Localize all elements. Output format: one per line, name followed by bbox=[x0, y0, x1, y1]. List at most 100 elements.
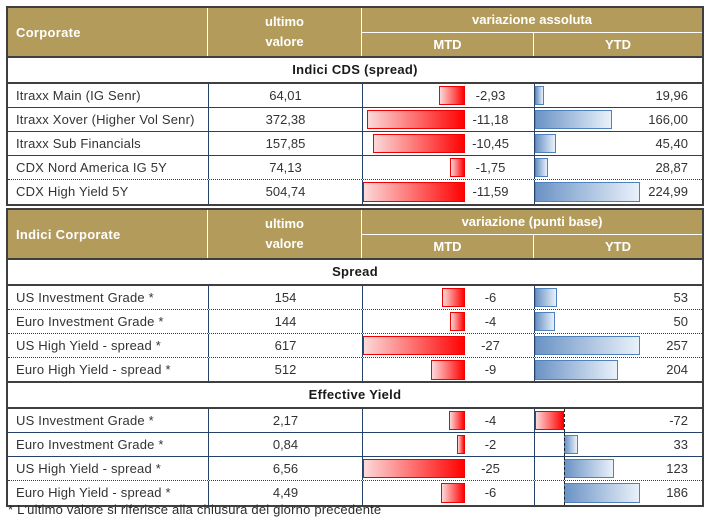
ytd-value: 19,96 bbox=[655, 88, 688, 103]
databar-axis bbox=[564, 433, 566, 456]
ytd-databar bbox=[535, 158, 640, 177]
row-label: US Investment Grade * bbox=[16, 290, 154, 305]
valore-label: valore bbox=[265, 34, 304, 49]
column-header-ultimo-valore: ultimo valore bbox=[208, 8, 362, 56]
ytd-cell: 50 bbox=[534, 310, 702, 333]
mtd-databar bbox=[363, 158, 465, 177]
indici-corporate-header: Indici Corporate ultimo valore variazion… bbox=[8, 210, 702, 260]
column-header-ytd: YTD bbox=[605, 239, 631, 254]
ytd-value: 28,87 bbox=[655, 160, 688, 175]
mtd-value: -25 bbox=[481, 461, 500, 476]
ytd-databar bbox=[535, 457, 640, 480]
table-row: CDX High Yield 5Y 504,74 -11,59 224,99 bbox=[8, 180, 702, 204]
row-label: Euro Investment Grade * bbox=[16, 314, 164, 329]
variazione-punti-base-label: variazione (punti base) bbox=[362, 210, 702, 235]
valore-label: valore bbox=[265, 236, 304, 251]
mtd-cell: -2 bbox=[362, 433, 534, 456]
mtd-value: -6 bbox=[484, 290, 497, 305]
table-row: CDX Nord America IG 5Y 74,13 -1,75 28,87 bbox=[8, 156, 702, 180]
ultimo-label: ultimo bbox=[265, 216, 304, 231]
indici-corporate-table: Indici Corporate ultimo valore variazion… bbox=[6, 208, 704, 507]
ytd-cell: 53 bbox=[534, 286, 702, 309]
ytd-databar bbox=[535, 312, 640, 331]
row-label: Euro High Yield - spread * bbox=[16, 485, 171, 500]
row-value: 154 bbox=[208, 286, 362, 309]
ytd-databar bbox=[535, 336, 640, 355]
row-label: Itraxx Main (IG Senr) bbox=[16, 88, 141, 103]
row-value: 6,56 bbox=[208, 457, 362, 480]
negative-databar bbox=[373, 134, 465, 153]
positive-databar bbox=[535, 134, 557, 153]
databar-axis bbox=[564, 457, 566, 480]
table-row: Euro High Yield - spread * 4,49 -6 186 bbox=[8, 481, 702, 505]
variazione-group-header: variazione (punti base) MTD YTD bbox=[362, 210, 702, 258]
table-row: US High Yield - spread * 6,56 -25 123 bbox=[8, 457, 702, 481]
negative-databar bbox=[535, 411, 565, 430]
ytd-cell: 204 bbox=[534, 358, 702, 382]
mtd-databar bbox=[363, 483, 465, 503]
mtd-databar bbox=[363, 336, 465, 355]
mtd-databar bbox=[363, 360, 465, 380]
mtd-value: -6 bbox=[484, 485, 497, 500]
mtd-databar bbox=[363, 459, 465, 478]
mtd-cell: -11,59 bbox=[362, 180, 534, 204]
column-header-mtd: MTD bbox=[362, 33, 534, 56]
ytd-cell: 166,00 bbox=[534, 108, 702, 131]
cds-table-header: Corporate ultimo valore variazione assol… bbox=[8, 8, 702, 58]
negative-databar bbox=[363, 182, 465, 202]
negative-databar bbox=[363, 459, 465, 478]
mtd-cell: -4 bbox=[362, 310, 534, 333]
row-value: 372,38 bbox=[208, 108, 362, 131]
ytd-cell: -72 bbox=[534, 409, 702, 432]
table-row: Itraxx Sub Financials 157,85 -10,45 45,4… bbox=[8, 132, 702, 156]
ytd-cell: 257 bbox=[534, 334, 702, 357]
positive-databar bbox=[564, 459, 615, 478]
mtd-value: -9 bbox=[484, 362, 497, 377]
table-row: Itraxx Xover (Higher Vol Senr) 372,38 -1… bbox=[8, 108, 702, 132]
mtd-cell: -6 bbox=[362, 481, 534, 505]
row-label: Euro Investment Grade * bbox=[16, 437, 164, 452]
ytd-value: 224,99 bbox=[648, 184, 688, 199]
table-row: US Investment Grade * 2,17 -4 -72 bbox=[8, 409, 702, 433]
mtd-value: -1,75 bbox=[475, 160, 506, 175]
mtd-cell: -11,18 bbox=[362, 108, 534, 131]
databar-axis bbox=[564, 481, 566, 505]
row-label: US Investment Grade * bbox=[16, 413, 154, 428]
negative-databar bbox=[431, 360, 465, 380]
variazione-group-header: variazione assoluta MTD YTD bbox=[362, 8, 702, 56]
ytd-value: 50 bbox=[673, 314, 688, 329]
ytd-databar bbox=[535, 360, 640, 380]
mtd-databar bbox=[363, 134, 465, 153]
ytd-value: 33 bbox=[673, 437, 688, 452]
footnote: * L'ultimo valore si riferisce alla chiu… bbox=[8, 502, 382, 517]
row-label: US High Yield - spread * bbox=[16, 461, 161, 476]
ytd-value: 123 bbox=[666, 461, 688, 476]
ytd-databar bbox=[535, 86, 640, 105]
mtd-cell: -2,93 bbox=[362, 84, 534, 107]
mtd-databar bbox=[363, 411, 465, 430]
row-label: US High Yield - spread * bbox=[16, 338, 161, 353]
row-value: 157,85 bbox=[208, 132, 362, 155]
column-header-ytd: YTD bbox=[605, 37, 631, 52]
mtd-databar bbox=[363, 86, 465, 105]
positive-databar bbox=[535, 110, 613, 129]
mtd-value: -4 bbox=[484, 314, 497, 329]
ytd-cell: 123 bbox=[534, 457, 702, 480]
mtd-value: -10,45 bbox=[472, 136, 509, 151]
section-title-effective-yield: Effective Yield bbox=[8, 381, 702, 409]
row-value: 2,17 bbox=[208, 409, 362, 432]
ytd-cell: 186 bbox=[534, 481, 702, 505]
row-value: 512 bbox=[208, 358, 362, 382]
ytd-value: 166,00 bbox=[648, 112, 688, 127]
table-row: US High Yield - spread * 617 -27 257 bbox=[8, 334, 702, 358]
row-value: 0,84 bbox=[208, 433, 362, 456]
negative-databar bbox=[366, 110, 465, 129]
ytd-value: 257 bbox=[666, 338, 688, 353]
section-title-indici-cds: Indici CDS (spread) bbox=[8, 58, 702, 84]
ytd-cell: 19,96 bbox=[534, 84, 702, 107]
row-label: Euro High Yield - spread * bbox=[16, 362, 171, 377]
table-row: Euro Investment Grade * 0,84 -2 33 bbox=[8, 433, 702, 457]
positive-databar bbox=[564, 483, 640, 503]
positive-databar bbox=[535, 288, 557, 307]
